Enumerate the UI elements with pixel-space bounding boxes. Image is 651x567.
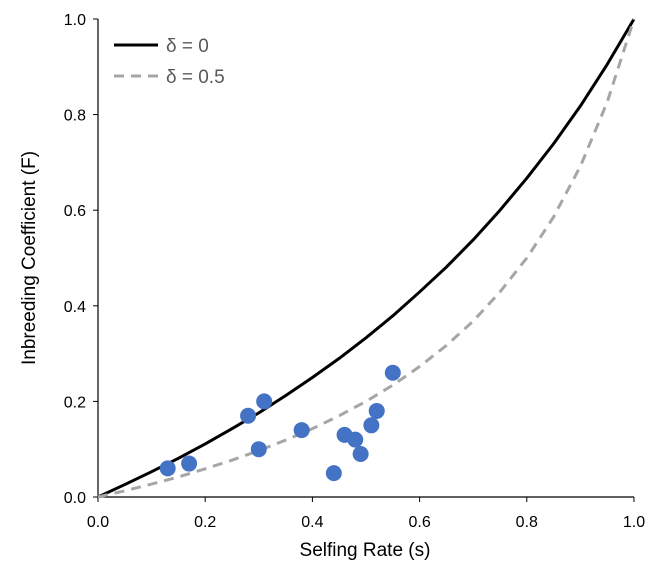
curve-delta-0-5 bbox=[97, 18, 636, 499]
legend-label-delta-0: δ = 0 bbox=[166, 36, 209, 57]
x-tick-label: 0.8 bbox=[516, 514, 538, 531]
data-point bbox=[347, 431, 364, 448]
y-tick-label: 0.4 bbox=[64, 299, 86, 316]
y-tick-label: 0.0 bbox=[64, 490, 86, 507]
x-tick-label: 1.0 bbox=[623, 514, 645, 531]
curves bbox=[97, 18, 636, 499]
x-axis-label: Selfing Rate (s) bbox=[300, 540, 431, 561]
x-tick-label: 0.6 bbox=[408, 514, 430, 531]
legend: δ = 0 δ = 0.5 bbox=[114, 36, 225, 88]
axes bbox=[93, 18, 635, 502]
tick-labels: 0.0 0.2 0.4 0.6 0.8 1.0 0.0 0.2 0.4 0.6 0.8 1.0 bbox=[64, 12, 645, 531]
y-tick-label: 1.0 bbox=[64, 12, 86, 29]
curve-delta-0 bbox=[97, 18, 636, 499]
data-point bbox=[181, 455, 198, 472]
x-tick-label: 0.0 bbox=[87, 514, 109, 531]
y-tick-label: 0.2 bbox=[64, 394, 86, 411]
data-point bbox=[159, 460, 176, 477]
data-point bbox=[325, 465, 342, 482]
data-point bbox=[384, 364, 401, 381]
y-axis-label: Inbreeding Coefficient (F) bbox=[19, 151, 40, 365]
y-tick-label: 0.6 bbox=[64, 203, 86, 220]
data-point bbox=[293, 422, 310, 439]
data-point bbox=[352, 445, 369, 462]
legend-label-delta-05: δ = 0.5 bbox=[166, 67, 225, 88]
y-tick-label: 0.8 bbox=[64, 108, 86, 125]
data-point bbox=[256, 393, 273, 410]
data-point bbox=[250, 441, 267, 458]
data-point bbox=[240, 407, 257, 424]
data-points bbox=[159, 364, 401, 482]
x-tick-label: 0.2 bbox=[194, 514, 216, 531]
x-tick-label: 0.4 bbox=[301, 514, 323, 531]
data-point bbox=[368, 402, 385, 419]
data-point bbox=[363, 417, 380, 434]
